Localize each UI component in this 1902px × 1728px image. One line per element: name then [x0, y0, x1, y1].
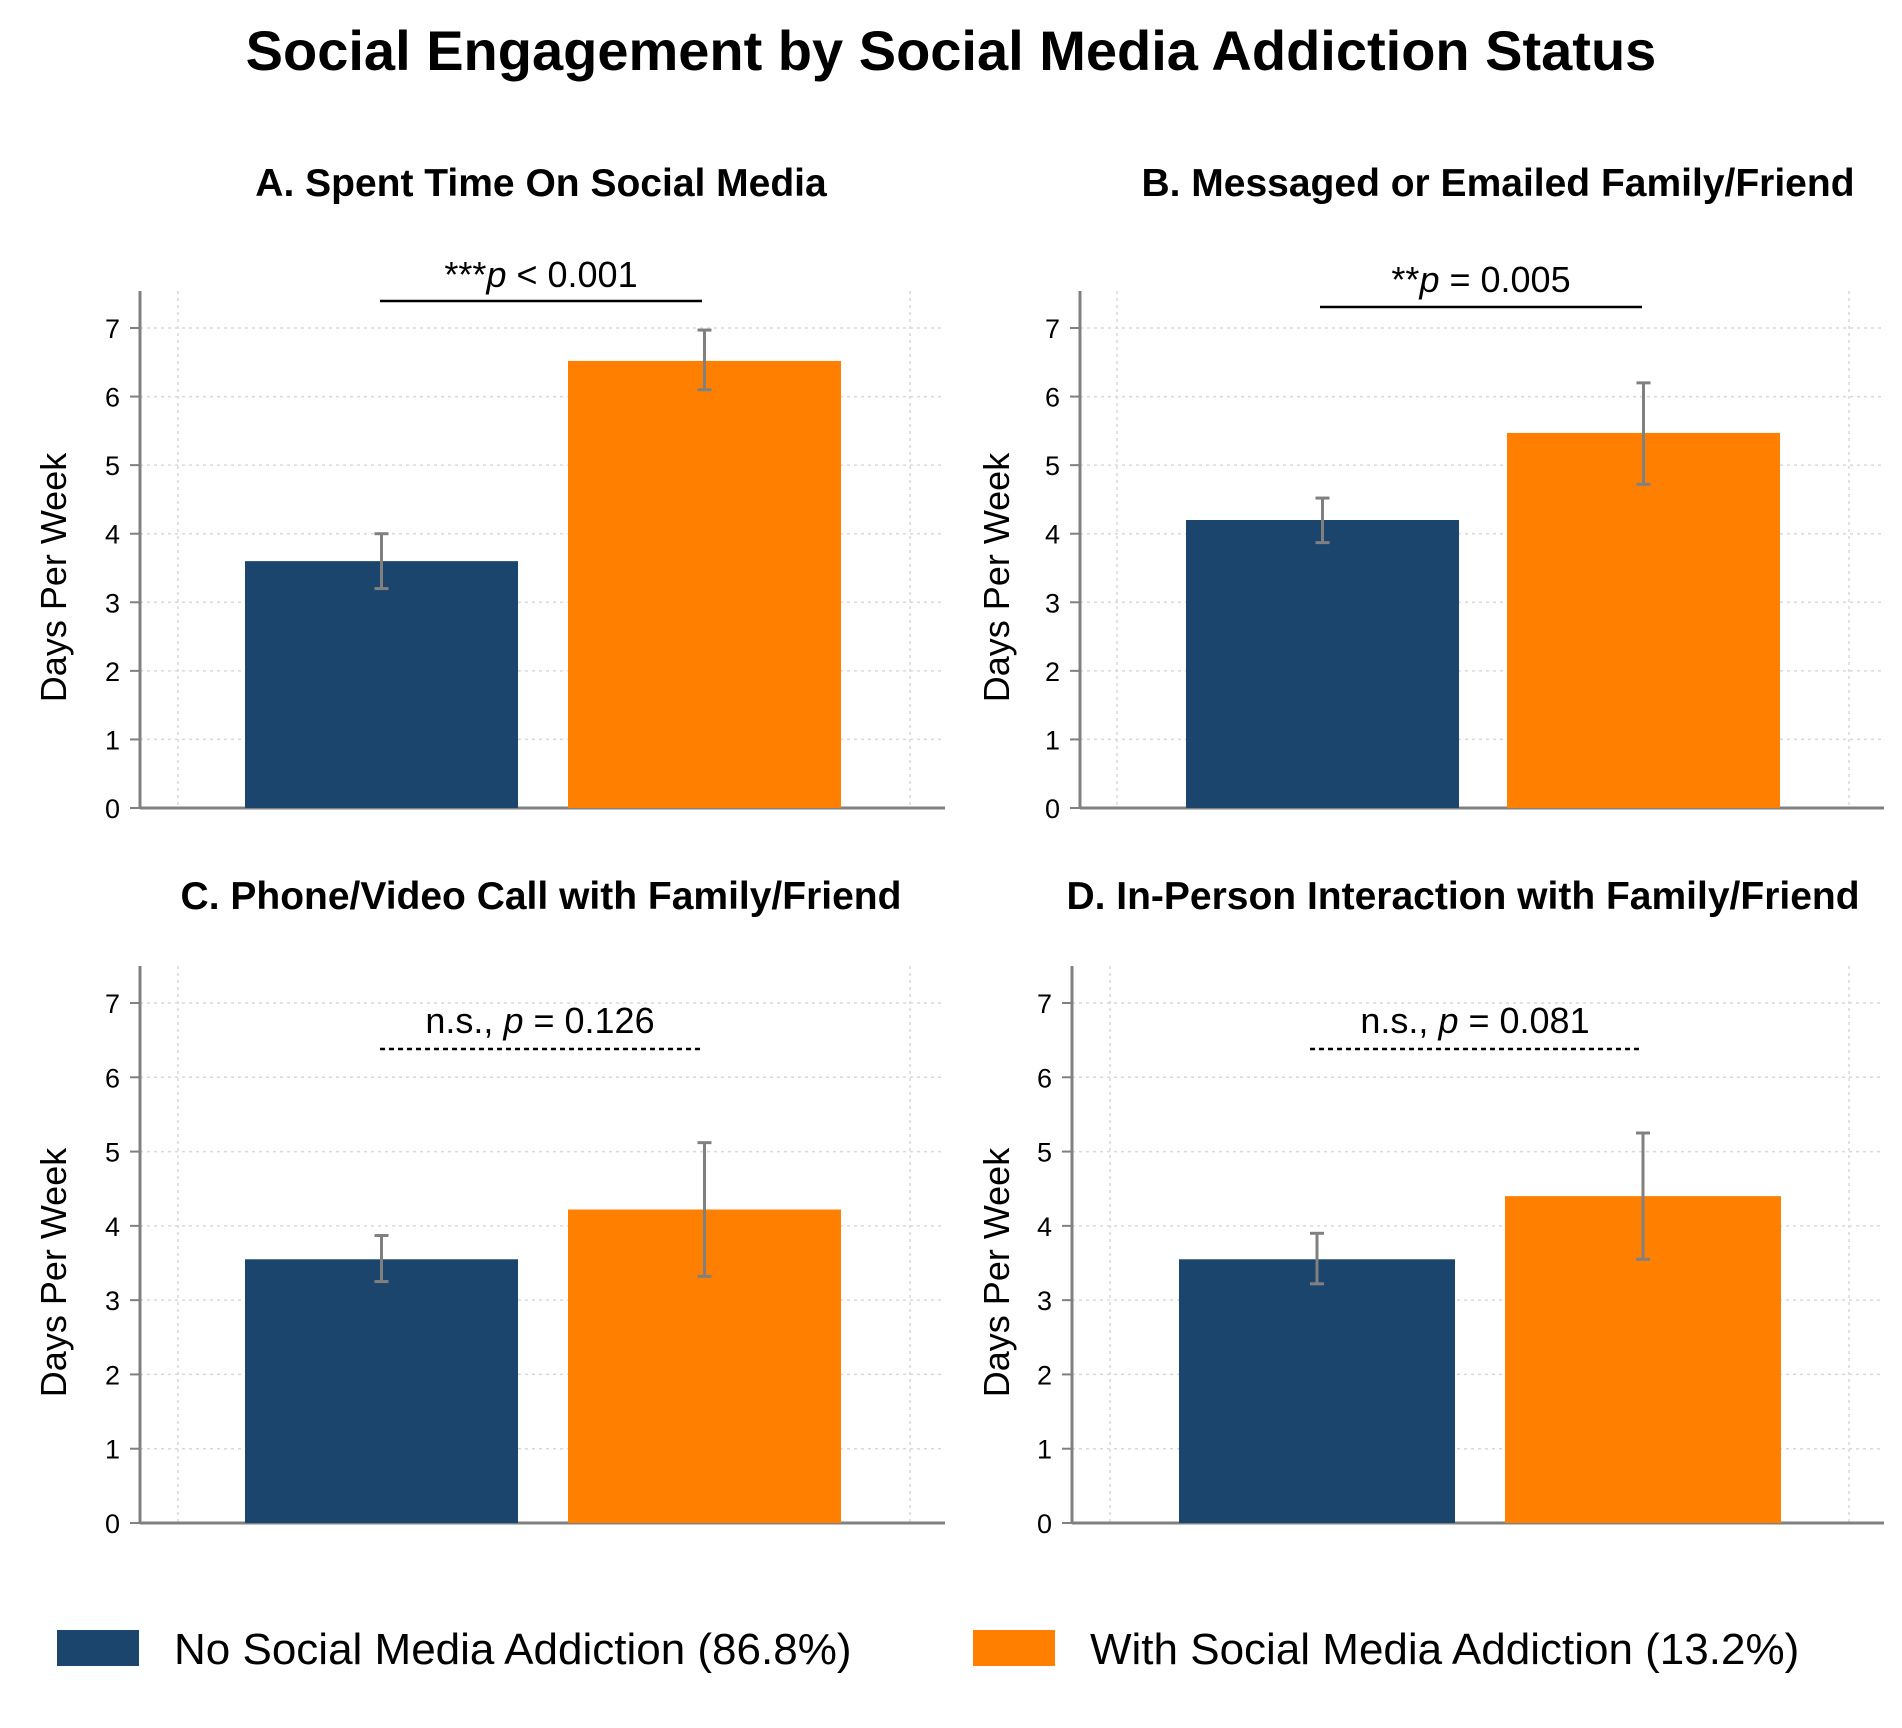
y-tick-label: 5 [105, 1138, 120, 1168]
panel-title: D. In-Person Interaction with Family/Fri… [1066, 875, 1859, 918]
y-tick-label: 2 [1045, 657, 1060, 687]
y-tick-label: 4 [1045, 520, 1060, 550]
chart-panel-c: C. Phone/Video Call with Family/Friend 0 1… [33, 875, 945, 1539]
significance-label: n.s., p = 0.126 [425, 1000, 654, 1041]
chart-panel-d: D. In-Person Interaction with Family/Fri… [976, 875, 1884, 1539]
y-axis-label: Days Per Week [976, 1147, 1017, 1397]
y-tick-label: 7 [105, 314, 120, 344]
bar-with-addiction [568, 360, 841, 808]
bar-no-addiction [1179, 1259, 1455, 1523]
legend-label: No Social Media Addiction (86.8%) [174, 1625, 851, 1674]
y-tick-label: 3 [105, 588, 120, 618]
y-tick-label: 5 [1037, 1138, 1052, 1168]
panel-title: A. Spent Time On Social Media [255, 162, 827, 205]
y-tick-label: 6 [105, 383, 120, 413]
y-tick-label: 3 [1045, 588, 1060, 618]
y-tick-label: 3 [105, 1286, 120, 1316]
y-tick-label: 7 [105, 989, 120, 1019]
legend-label: With Social Media Addiction (13.2%) [1090, 1625, 1799, 1674]
bar-no-addiction [245, 1259, 518, 1523]
y-tick-label: 1 [105, 1435, 120, 1465]
y-axis-label: Days Per Week [33, 452, 74, 702]
y-tick-label: 1 [1037, 1435, 1052, 1465]
significance-label: n.s., p = 0.081 [1360, 1000, 1589, 1041]
bar-with-addiction [1507, 432, 1780, 808]
y-tick-label: 0 [1045, 794, 1060, 824]
bar-no-addiction [1186, 520, 1459, 808]
panel-title: C. Phone/Video Call with Family/Friend [181, 875, 902, 918]
y-tick-label: 0 [105, 794, 120, 824]
significance-label: ***p < 0.001 [444, 254, 637, 295]
bar-no-addiction [245, 561, 518, 808]
y-tick-label: 0 [1037, 1509, 1052, 1539]
legend-swatch-with-addiction [973, 1630, 1055, 1666]
y-axis-label: Days Per Week [976, 452, 1017, 702]
significance-label: **p = 0.005 [1391, 259, 1570, 300]
y-tick-label: 4 [105, 1212, 120, 1242]
y-tick-label: 2 [105, 1360, 120, 1390]
y-tick-label: 7 [1037, 989, 1052, 1019]
y-tick-label: 4 [1037, 1212, 1052, 1242]
chart-panel-b: B. Messaged or Emailed Family/Friend 0 1 2 3… [976, 162, 1884, 824]
y-tick-label: 6 [105, 1063, 120, 1093]
y-tick-label: 4 [105, 520, 120, 550]
figure-title: Social Engagement by Social Media Addict… [246, 19, 1657, 82]
y-tick-label: 2 [1037, 1360, 1052, 1390]
y-tick-label: 5 [1045, 451, 1060, 481]
y-tick-label: 6 [1045, 383, 1060, 413]
legend: No Social Media Addiction (86.8%) With So… [57, 1625, 1799, 1674]
y-tick-label: 1 [1045, 725, 1060, 755]
y-axis-label: Days Per Week [33, 1147, 74, 1397]
y-tick-label: 3 [1037, 1286, 1052, 1316]
y-tick-label: 7 [1045, 314, 1060, 344]
chart-panel-a: A. Spent Time On Social Media 0 1 2 3 4 5 6 7 Day… [33, 162, 945, 824]
y-tick-label: 0 [105, 1509, 120, 1539]
y-tick-label: 1 [105, 725, 120, 755]
legend-swatch-no-addiction [57, 1630, 139, 1666]
panel-title: B. Messaged or Emailed Family/Friend [1141, 162, 1854, 205]
y-tick-label: 2 [105, 657, 120, 687]
y-tick-label: 6 [1037, 1063, 1052, 1093]
y-tick-label: 5 [105, 451, 120, 481]
